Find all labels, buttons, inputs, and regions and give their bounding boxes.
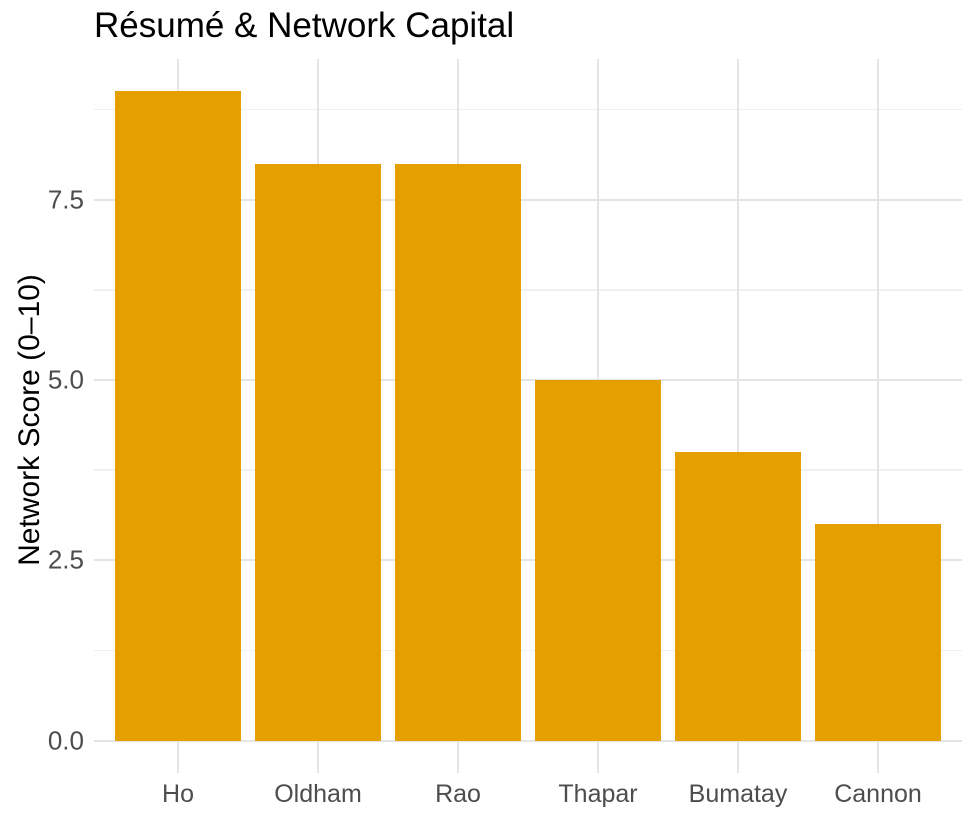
plot-panel [94, 59, 962, 773]
gridline-major [94, 559, 962, 562]
gridline-major [94, 739, 962, 742]
gridline-vertical [737, 59, 739, 773]
bar-ho [115, 91, 241, 741]
gridline-minor [94, 469, 962, 471]
bar-rao [395, 163, 521, 741]
gridline-major [94, 198, 962, 201]
gridline-minor [94, 289, 962, 291]
bar-oldham [255, 163, 381, 741]
bar-thapar [535, 379, 661, 741]
bar-cannon [815, 524, 941, 741]
x-tick-label: Cannon [834, 780, 922, 808]
gridline-vertical [877, 59, 879, 773]
chart-title: Résumé & Network Capital [94, 6, 515, 45]
x-tick-label: Bumatay [688, 780, 788, 808]
y-axis-tick-labels: 0.0 2.5 5.0 7.5 [0, 59, 84, 773]
bar-bumatay [675, 452, 801, 741]
gridline-minor [94, 649, 962, 652]
y-tick-label: 0.0 [47, 725, 84, 756]
x-tick-label: Rao [435, 780, 481, 808]
x-axis-tick-labels: Ho Oldham Rao Thapar Bumatay Cannon [94, 773, 962, 818]
y-tick-label: 7.5 [47, 184, 84, 215]
gridline-minor [94, 108, 962, 111]
gridline-major [94, 378, 962, 381]
y-tick-label: 2.5 [47, 544, 84, 575]
x-tick-label: Oldham [274, 780, 362, 808]
x-tick-label: Ho [162, 780, 194, 808]
y-tick-label: 5.0 [47, 364, 84, 395]
x-tick-label: Thapar [558, 780, 638, 808]
